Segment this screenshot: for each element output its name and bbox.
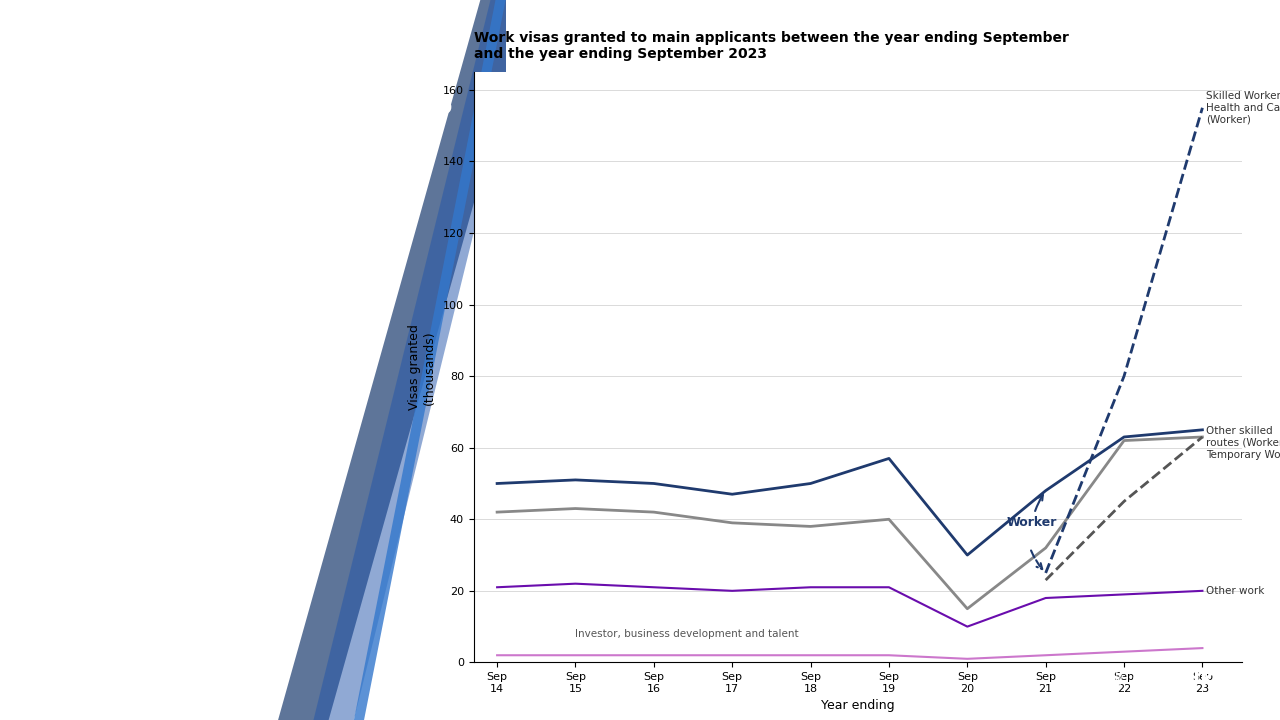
Polygon shape bbox=[314, 0, 531, 720]
Text: Temporary Worker: Temporary Worker bbox=[1206, 450, 1280, 460]
Polygon shape bbox=[353, 0, 506, 720]
Text: ♛ GOV.UK: ♛ GOV.UK bbox=[1108, 671, 1215, 690]
Text: UK: UK bbox=[31, 86, 123, 143]
Y-axis label: Visas granted
(thousands): Visas granted (thousands) bbox=[408, 324, 435, 410]
Text: Worker: Worker bbox=[1006, 495, 1057, 529]
Polygon shape bbox=[278, 0, 531, 720]
X-axis label: Year ending: Year ending bbox=[820, 699, 895, 712]
Text: COLUMN NEWS: COLUMN NEWS bbox=[177, 86, 453, 120]
Text: Other skilled
routes (Worker): Other skilled routes (Worker) bbox=[1206, 426, 1280, 448]
Text: Investor, business development and talent: Investor, business development and talen… bbox=[576, 629, 799, 639]
Text: 18  December  2023: 18 December 2023 bbox=[31, 158, 301, 182]
Text: Skilled Worker -
Health and Care
(Worker): Skilled Worker - Health and Care (Worker… bbox=[1206, 91, 1280, 125]
Text: Other work: Other work bbox=[1206, 586, 1265, 596]
Title: Work visas granted to main applicants between the year ending September
and the : Work visas granted to main applicants be… bbox=[474, 31, 1069, 61]
